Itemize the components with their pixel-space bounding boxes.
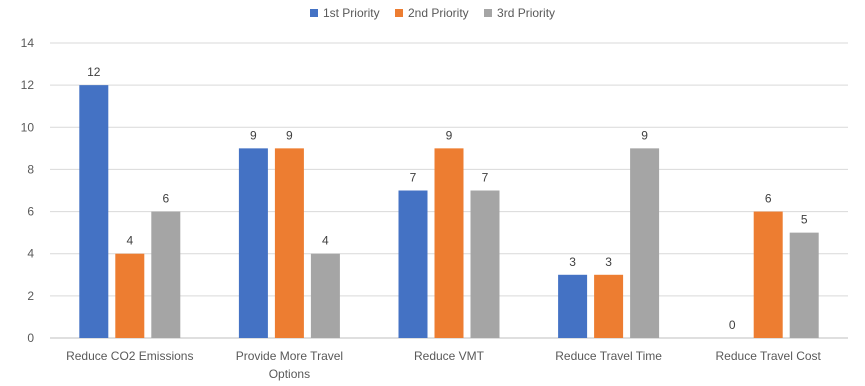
bar-2-1: [115, 253, 145, 338]
legend-label-1st-priority: 1st Priority: [322, 6, 380, 20]
bar-1-3: [398, 190, 428, 338]
legend-swatch-3rd-priority: [484, 9, 493, 17]
legend-item-2nd-priority: 2nd Priority: [394, 6, 469, 20]
data-label: 9: [250, 128, 257, 142]
bar-1-2: [238, 148, 268, 338]
chart-legend: 1st Priority 2nd Priority 3rd Priority: [0, 6, 865, 20]
data-label: 4: [126, 234, 133, 248]
data-label: 7: [482, 171, 489, 185]
bar-2-3: [434, 148, 464, 338]
category-label: Reduce VMT: [414, 349, 485, 363]
data-label: 6: [765, 192, 772, 206]
bar-1-1: [79, 85, 109, 339]
legend-label-3rd-priority: 3rd Priority: [497, 6, 556, 20]
data-label: 4: [322, 234, 329, 248]
data-label: 0: [729, 318, 736, 332]
bar-3-1: [151, 211, 181, 338]
legend-item-1st-priority: 1st Priority: [309, 6, 380, 20]
legend-swatch-2nd-priority: [394, 9, 403, 17]
y-tick-label: 2: [27, 289, 34, 303]
data-label: 3: [605, 255, 612, 269]
category-label: Reduce Travel Cost: [716, 349, 822, 363]
data-label: 3: [569, 255, 576, 269]
y-tick-label: 12: [21, 78, 35, 92]
legend-label-2nd-priority: 2nd Priority: [407, 6, 469, 20]
category-label: Provide More Travel: [236, 349, 343, 363]
data-label: 9: [286, 128, 293, 142]
bar-3-5: [789, 232, 819, 338]
data-label: 12: [87, 65, 101, 79]
category-label: Reduce Travel Time: [555, 349, 662, 363]
data-label: 6: [162, 192, 169, 206]
bar-2-5: [753, 211, 783, 338]
y-tick-label: 6: [27, 205, 34, 219]
category-label: Reduce CO2 Emissions: [66, 349, 193, 363]
category-label: Options: [269, 367, 310, 381]
legend-item-3rd-priority: 3rd Priority: [484, 6, 555, 20]
bar-2-2: [274, 148, 304, 338]
bar-1-4: [558, 274, 588, 338]
y-tick-label: 0: [27, 331, 34, 345]
bar-3-4: [630, 148, 660, 338]
data-label: 9: [641, 128, 648, 142]
bar-3-2: [310, 253, 340, 338]
bar-3-3: [470, 190, 500, 338]
data-label: 9: [446, 128, 453, 142]
legend-swatch-1st-priority: [309, 9, 318, 17]
y-tick-label: 14: [21, 36, 35, 50]
data-label: 7: [410, 171, 417, 185]
y-tick-label: 10: [21, 120, 35, 134]
y-tick-label: 4: [27, 247, 34, 261]
bar-2-4: [594, 274, 624, 338]
y-tick-label: 8: [27, 162, 34, 176]
data-label: 5: [801, 213, 808, 227]
